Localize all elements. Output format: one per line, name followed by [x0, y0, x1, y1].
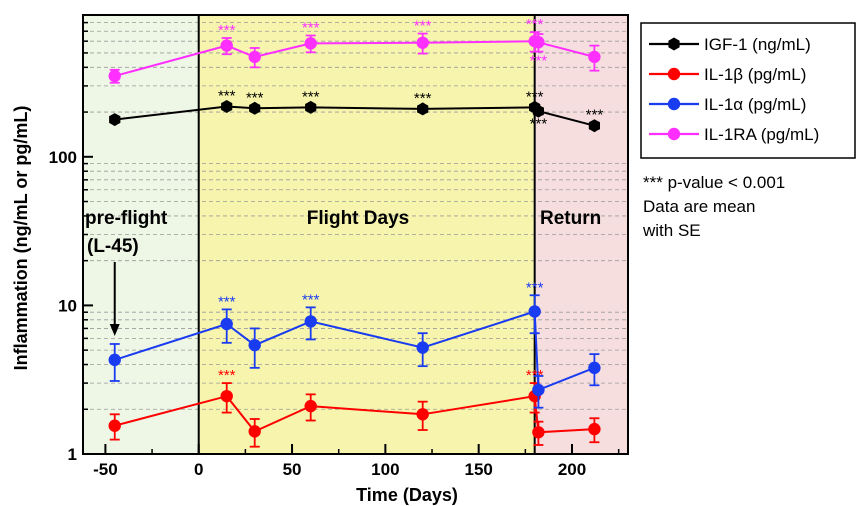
data-point [588, 422, 601, 436]
y-tick-label: 10 [58, 296, 77, 315]
data-point [220, 39, 233, 52]
data-point [248, 50, 261, 64]
x-tick-label: 50 [283, 460, 302, 479]
arrow-head [109, 323, 120, 336]
legend-swatch-marker [667, 127, 681, 141]
significance-star: *** [526, 367, 544, 384]
y-tick-label: 1 [68, 445, 77, 464]
significance-star: *** [530, 53, 548, 70]
legend-label: IL-1α (pg/mL) [704, 95, 806, 114]
data-point [416, 408, 429, 421]
data-point [220, 317, 233, 331]
data-point [249, 101, 261, 115]
data-point [304, 37, 317, 50]
significance-star: *** [526, 279, 544, 296]
region-sublabel-preflight: (L-45) [87, 236, 139, 257]
data-point [304, 399, 317, 413]
significance-star: *** [218, 88, 236, 105]
region-label-flight: Flight Days [307, 208, 409, 229]
data-point [417, 102, 429, 116]
significance-star: *** [414, 18, 432, 35]
legend-label: IGF-1 (ng/mL) [704, 35, 811, 54]
series-2 [108, 294, 601, 409]
data-point [588, 50, 601, 64]
data-point [588, 361, 601, 375]
data-point [528, 305, 541, 318]
data-point [532, 426, 545, 439]
note-se: with SE [642, 221, 701, 240]
x-tick-label: 0 [194, 460, 203, 479]
y-tick-label: 100 [49, 148, 77, 167]
preflight-arrow [109, 262, 120, 336]
data-point [588, 119, 600, 133]
data-point [532, 104, 544, 118]
y-axis-title: Inflammation (ng/mL or pg/mL) [11, 106, 31, 371]
significance-star: *** [302, 88, 320, 105]
x-tick-label: 200 [558, 460, 586, 479]
data-point [532, 36, 545, 49]
data-point [532, 383, 545, 397]
data-point [305, 100, 317, 114]
legend-swatch-marker [667, 67, 681, 81]
data-point [416, 36, 429, 50]
data-point [108, 419, 121, 432]
region-boundaries [197, 15, 536, 454]
note-pvalue: *** p-value < 0.001 [643, 173, 785, 192]
legend-swatch-marker [667, 97, 681, 111]
data-point [220, 389, 233, 403]
significance-star: *** [218, 293, 236, 310]
series-0 [109, 100, 600, 133]
note-mean: Data are mean [643, 197, 755, 216]
data-point [109, 113, 121, 127]
series-3 [108, 31, 601, 84]
significance-stars: *** *** *** *** *** *** *** *** *** *** *** *** *** *… [218, 16, 603, 384]
significance-star: *** [526, 88, 544, 105]
series-layer [108, 31, 601, 448]
region-label-preflight: pre-flight [85, 208, 168, 229]
legend-item: IGF-1 (ng/mL) [649, 35, 811, 54]
data-point [221, 100, 233, 113]
significance-star: *** [526, 16, 544, 33]
legend-item: IL-1RA (pg/mL) [649, 125, 819, 144]
data-point [416, 341, 429, 354]
legend-label: IL-1RA (pg/mL) [704, 125, 819, 144]
significance-star: *** [302, 20, 320, 37]
data-point [108, 353, 121, 367]
legend-item: IL-1β (pg/mL) [649, 65, 806, 84]
significance-star: *** [414, 90, 432, 107]
x-axis-title: Time (Days) [356, 485, 458, 505]
legend: IGF-1 (ng/mL) IL-1β (pg/mL) IL-1α (pg/mL) I… [640, 22, 856, 159]
significance-star: *** [246, 89, 264, 106]
data-point [248, 425, 261, 438]
legend-item: IL-1α (pg/mL) [649, 95, 806, 114]
significance-star: *** [586, 107, 604, 124]
significance-star: *** [218, 367, 236, 384]
data-point [248, 338, 261, 352]
axes: 1 10 100 -50 0 50 100 150 200 [49, 14, 620, 479]
x-tick-label: 150 [464, 460, 492, 479]
data-point [108, 69, 121, 83]
significance-star: *** [218, 22, 236, 39]
x-tick-label: 100 [371, 460, 399, 479]
significance-star: *** [302, 291, 320, 308]
significance-star: *** [530, 115, 548, 132]
region-label-return: Return [540, 208, 601, 229]
legend-swatch-marker [668, 37, 680, 51]
x-tick-label: -50 [93, 460, 118, 479]
legend-label: IL-1β (pg/mL) [704, 65, 806, 84]
data-point [304, 315, 317, 328]
